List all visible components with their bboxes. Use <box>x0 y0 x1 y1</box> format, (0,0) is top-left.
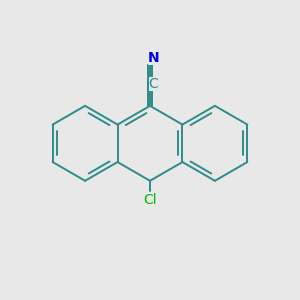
Text: C: C <box>148 77 158 91</box>
Text: N: N <box>148 52 159 65</box>
Text: Cl: Cl <box>143 193 157 207</box>
